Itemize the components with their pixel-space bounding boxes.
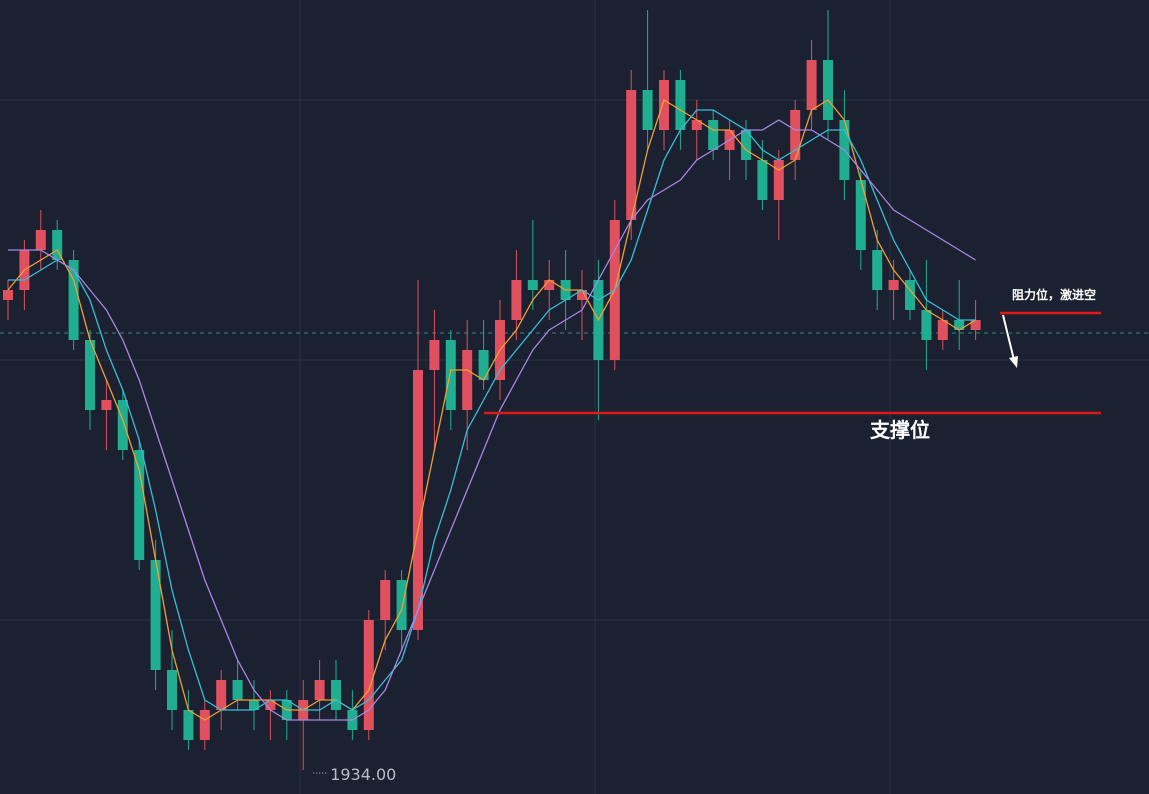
- candle-body: [659, 80, 669, 130]
- candle-body: [85, 340, 95, 410]
- candle-body: [265, 700, 276, 710]
- candle-body: [396, 580, 407, 630]
- support-label: 支撑位: [870, 418, 930, 442]
- arrow-head: [1009, 356, 1018, 368]
- candle-body: [544, 280, 555, 290]
- candle-body: [823, 60, 833, 120]
- candle-body: [413, 370, 423, 630]
- ma-line: [8, 109, 976, 711]
- candle-body: [199, 710, 210, 740]
- candle-body: [331, 680, 341, 710]
- candle-body: [380, 580, 391, 620]
- candle-body: [150, 560, 161, 670]
- candle-body: [445, 340, 456, 410]
- candle-body: [52, 230, 63, 260]
- candle-body: [937, 320, 948, 340]
- ma-line: [7, 99, 976, 721]
- candle-body: [888, 280, 899, 290]
- candle-body: [462, 350, 473, 410]
- candle-body: [527, 280, 538, 290]
- candle-body: [855, 180, 866, 250]
- candle-body: [577, 290, 587, 300]
- candle-body: [3, 290, 13, 300]
- candle-body: [314, 680, 325, 700]
- candle-body: [183, 710, 194, 740]
- candle-body: [134, 450, 145, 560]
- candle-body: [117, 400, 128, 450]
- candle-body: [921, 310, 932, 340]
- low-marker-label: 1934.00: [330, 765, 396, 784]
- candle-body: [511, 280, 522, 320]
- candle-body: [167, 670, 177, 710]
- candle-body: [675, 80, 686, 130]
- candle-body: [363, 620, 374, 730]
- candle-body: [216, 680, 227, 710]
- candle-body: [905, 280, 915, 310]
- candle-body: [872, 250, 883, 290]
- ma-line: [8, 119, 976, 721]
- candle-body: [691, 120, 702, 130]
- candle-body: [970, 320, 981, 330]
- arrow: [1002, 314, 1015, 361]
- candle-body: [708, 120, 719, 150]
- candle-body: [478, 350, 489, 380]
- candle-body: [741, 130, 751, 160]
- candle-body: [757, 160, 768, 200]
- candle-body: [954, 320, 965, 330]
- candle-body: [249, 700, 259, 710]
- candle-body: [773, 160, 784, 200]
- candle-body: [626, 90, 637, 220]
- candle-body: [806, 60, 817, 110]
- candle-body: [101, 400, 112, 410]
- candle-body: [429, 340, 440, 370]
- candle-body: [35, 230, 46, 250]
- candle-body: [232, 680, 243, 700]
- resistance-label: 阻力位，激进空: [1012, 287, 1096, 302]
- candle-body: [790, 110, 801, 160]
- candle-body: [68, 260, 79, 340]
- candle-body: [642, 90, 653, 130]
